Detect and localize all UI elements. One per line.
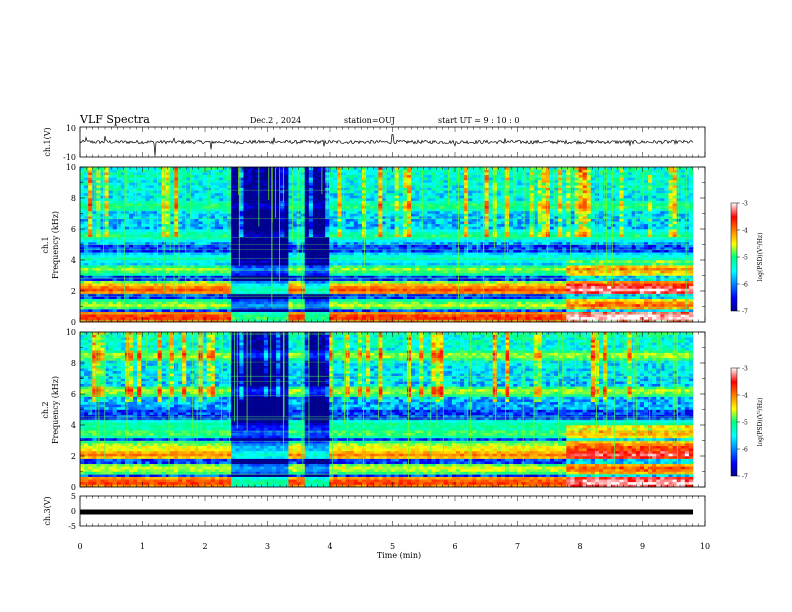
ch1-colorbar: -3 -4 -5 -6 -7 log(PSD)(V²/Hz) xyxy=(730,201,764,316)
freq-tick-label: 10 xyxy=(66,328,76,337)
header-station: station=OUJ xyxy=(344,116,395,125)
freq-tick-label: 8 xyxy=(71,359,76,368)
colorbar-tick-label: -7 xyxy=(742,309,748,316)
time-tick-label: 1 xyxy=(140,542,145,551)
colorbar-tick-label: -6 xyxy=(742,447,748,454)
freq-tick-label: 8 xyxy=(71,194,76,203)
ch1-spectrogram-heatmap xyxy=(80,167,705,323)
ch1-spec-ylabel-channel: ch.1 xyxy=(41,236,50,253)
header-start-time: start UT = 9 : 10 : 0 xyxy=(438,116,519,125)
ch2-spectrogram-axis: 0 2 4 6 8 10 xyxy=(66,328,706,492)
time-tick-label: 6 xyxy=(452,542,457,551)
time-tick-label: 3 xyxy=(265,542,270,551)
time-axis-tick-labels: 0 1 2 3 4 5 6 7 8 9 10 xyxy=(77,542,710,551)
freq-tick-label: 6 xyxy=(71,225,76,234)
colorbar-tick-label: -5 xyxy=(742,420,748,427)
freq-tick-label: 0 xyxy=(71,318,76,327)
colorbar-tick-label: -3 xyxy=(742,366,748,373)
ch3-waveform-panel: 5 0 -5 ch.3(V) xyxy=(43,492,706,531)
ch1-ylabel: ch.1(V) xyxy=(43,127,52,156)
ch1-ytick-top: 10 xyxy=(66,124,76,133)
figure-title: VLF Spectra xyxy=(79,113,150,126)
time-tick-label: 7 xyxy=(515,542,520,551)
ch3-waveform-trace xyxy=(80,509,693,515)
header-date: Dec.2 , 2024 xyxy=(250,116,301,125)
colorbar-tick-label: -3 xyxy=(742,201,748,208)
colorbar-tick-label: -4 xyxy=(742,228,748,235)
freq-tick-label: 10 xyxy=(66,163,76,172)
colorbar-tick-label: -5 xyxy=(742,255,748,262)
ch1-spectrogram-axis: 0 2 4 6 8 10 xyxy=(66,163,706,327)
ch2-spectrogram-panel: 0 2 4 6 8 10 ch.2 Frequency (kHz) xyxy=(41,328,706,492)
ch2-spec-ylabel-channel: ch.2 xyxy=(41,401,50,418)
ch3-x-ticks xyxy=(79,496,706,526)
ch2-spec-ylabel-frequency: Frequency (kHz) xyxy=(51,376,60,444)
time-tick-label: 2 xyxy=(202,542,207,551)
time-tick-label: 9 xyxy=(640,542,645,551)
freq-tick-label: 2 xyxy=(71,287,76,296)
colorbar-tick-label: -7 xyxy=(742,474,748,481)
freq-tick-label: 6 xyxy=(71,390,76,399)
freq-tick-label: 2 xyxy=(71,452,76,461)
ch3-ylabel: ch.3(V) xyxy=(43,496,52,525)
ch1-waveform-trace xyxy=(79,134,694,156)
time-tick-label: 8 xyxy=(577,542,582,551)
ch1-waveform-panel: 10 -10 ch.1(V) xyxy=(43,124,706,162)
ch1-colorbar-ticks: -3 -4 -5 -6 -7 xyxy=(737,201,748,316)
time-tick-label: 4 xyxy=(327,542,332,551)
ch1-colorbar-label: log(PSD)(V²/Hz) xyxy=(757,233,764,282)
ch1-ytick-bottom: -10 xyxy=(63,153,76,162)
freq-tick-label: 4 xyxy=(71,256,76,265)
ch3-ytick-top: 5 xyxy=(71,492,76,501)
ch1-x-ticks xyxy=(79,127,706,157)
colorbar-tick-label: -4 xyxy=(742,393,748,400)
ch2-spectrogram-heatmap xyxy=(80,332,705,488)
time-tick-label: 10 xyxy=(700,542,710,551)
ch1-spec-ylabel-frequency: Frequency (kHz) xyxy=(51,211,60,279)
ch3-ytick-bottom: -5 xyxy=(68,522,76,531)
freq-tick-label: 4 xyxy=(71,421,76,430)
time-tick-label: 5 xyxy=(390,542,395,551)
time-tick-label: 0 xyxy=(77,542,82,551)
time-axis-label: Time (min) xyxy=(377,551,421,560)
ch2-colorbar: -3 -4 -5 -6 -7 log(PSD)(V²/Hz) xyxy=(730,366,764,481)
freq-tick-label: 0 xyxy=(71,483,76,492)
ch2-colorbar-label: log(PSD)(V²/Hz) xyxy=(757,398,764,447)
ch2-colorbar-ticks: -3 -4 -5 -6 -7 xyxy=(737,366,748,481)
ch1-spectrogram-panel: 0 2 4 6 8 10 ch.1 Frequency (kHz) xyxy=(41,163,706,327)
ch3-ytick-mid: 0 xyxy=(71,507,76,516)
colorbar-tick-label: -6 xyxy=(742,282,748,289)
